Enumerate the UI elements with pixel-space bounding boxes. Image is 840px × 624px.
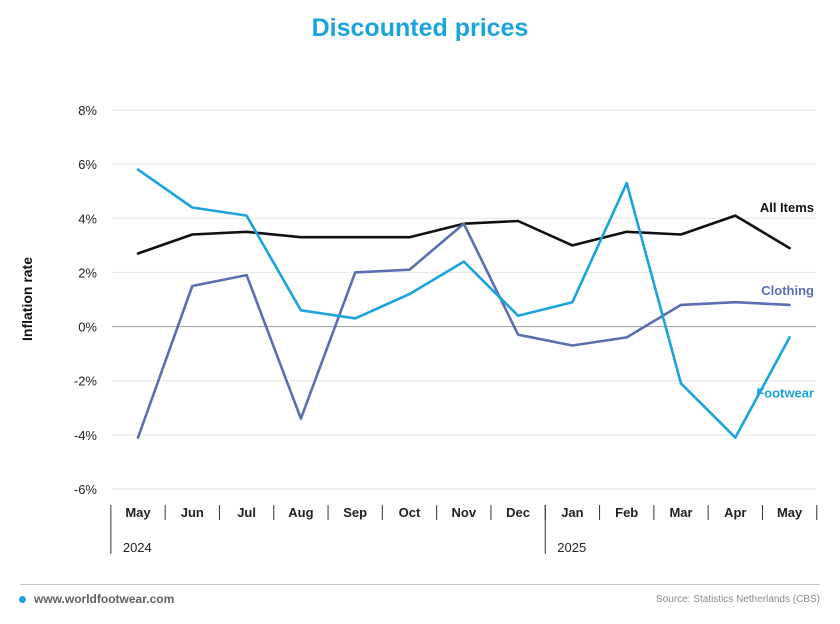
- x-tick-label: Oct: [399, 505, 421, 520]
- y-tick-label: -2%: [74, 374, 98, 389]
- chart-title: Discounted prices: [311, 14, 529, 42]
- y-tick-label: 8%: [78, 103, 97, 118]
- y-axis-title: Inflation rate: [19, 257, 35, 341]
- series-label: All Items: [760, 200, 814, 215]
- x-tick-label: Apr: [724, 505, 746, 520]
- y-tick-label: -4%: [74, 428, 98, 443]
- line-chart: -6% -4% -2% 0% 2% 4% 6% 8% Inflation rate May Jun J…: [19, 103, 818, 555]
- year-label: 2024: [123, 540, 152, 555]
- x-tick-label: Aug: [288, 505, 313, 520]
- x-tick-label: May: [125, 505, 151, 520]
- series-label: Footwear: [756, 385, 814, 400]
- x-tick-label: Sep: [343, 505, 367, 520]
- x-tick-label: May: [777, 505, 803, 520]
- y-tick-label: 4%: [78, 211, 97, 226]
- x-tick-label: Mar: [669, 505, 692, 520]
- x-tick-label: Jun: [181, 505, 204, 520]
- series-label: Clothing: [761, 283, 814, 298]
- x-tick-label: Dec: [506, 505, 530, 520]
- y-tick-label: 6%: [78, 157, 97, 172]
- y-tick-label: 2%: [78, 265, 97, 280]
- series-line-all-items: [136, 214, 791, 255]
- footer-website: www.worldfootwear.com: [34, 592, 175, 606]
- bullet-dot-icon: [19, 596, 26, 603]
- x-tick-label: Feb: [615, 505, 638, 520]
- y-tick-label: -6%: [74, 482, 98, 497]
- series-line-footwear: [136, 168, 791, 439]
- footer-source: Source: Statistics Netherlands (CBS): [656, 594, 820, 605]
- x-tick-label: Nov: [452, 505, 477, 520]
- y-tick-label: 0%: [78, 320, 97, 335]
- x-tick-label: Jan: [561, 505, 583, 520]
- series-line-clothing: [136, 222, 791, 439]
- year-label: 2025: [557, 540, 586, 555]
- x-tick-label: Jul: [237, 505, 256, 520]
- footer-divider: [20, 584, 820, 585]
